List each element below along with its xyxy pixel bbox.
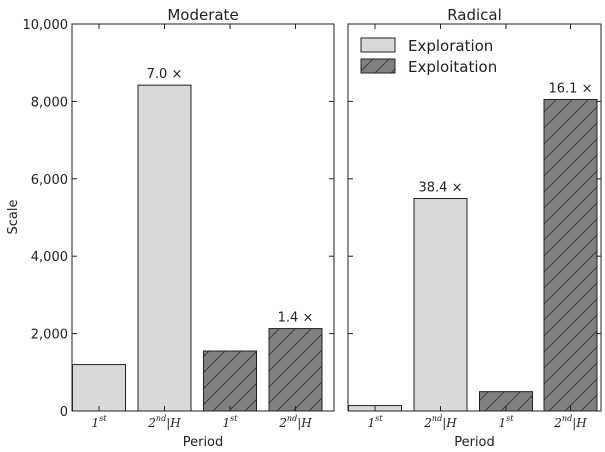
category-sup: st [99, 414, 107, 423]
category-sup: st [506, 414, 514, 423]
data-label-1-3: 16.1 × [549, 81, 593, 96]
category-base: 1 [92, 416, 100, 430]
category-base: 2 [147, 416, 156, 430]
category-base: 2 [423, 416, 432, 430]
category-label-0-2: 1st [223, 414, 239, 430]
bar-1-3 [543, 98, 598, 412]
category-label-0-3: 2nd|H [278, 414, 312, 430]
x-axis-label-0: Period [183, 435, 224, 450]
category-label-1-1: 2nd|H [423, 414, 457, 430]
legend-swatch-exploitation [360, 58, 396, 74]
category-suffix: |H [166, 416, 181, 430]
bar-0-3 [268, 328, 323, 412]
plot-frame-0 [71, 23, 335, 412]
bar-0-1 [137, 84, 192, 412]
x-axis-label-1: Period [454, 435, 495, 450]
ytick-label-4: 8,000 [31, 95, 68, 110]
category-label-1-3: 2nd|H [553, 414, 587, 430]
panel-title-0: Moderate [167, 6, 238, 24]
data-label-1-1: 38.4 × [419, 181, 463, 196]
ytick-label-1: 2,000 [31, 328, 68, 343]
category-base: 2 [553, 416, 562, 430]
data-label-0-3: 1.4 × [278, 311, 314, 326]
category-suffix: |H [297, 416, 312, 430]
category-base: 1 [223, 416, 231, 430]
category-sup: nd [432, 414, 442, 423]
category-sup: st [375, 414, 383, 423]
ytick-label-3: 6,000 [31, 173, 68, 188]
data-label-0-1: 7.0 × [147, 67, 183, 82]
legend-swatch-exploration [360, 37, 396, 53]
category-sup: st [230, 414, 238, 423]
category-sup: nd [156, 414, 166, 423]
bar-0-2 [203, 350, 257, 412]
bar-1-1 [413, 198, 468, 412]
legend-label-exploitation: Exploitation [408, 58, 497, 76]
bar-0-0 [72, 364, 126, 412]
category-label-0-1: 2nd|H [147, 414, 181, 430]
ytick-label-2: 4,000 [31, 250, 68, 265]
ytick-label-5: 10,000 [23, 18, 69, 33]
category-label-1-2: 1st [499, 414, 515, 430]
category-base: 1 [368, 416, 376, 430]
category-suffix: |H [442, 416, 457, 430]
ytick-label-0: 0 [60, 405, 68, 420]
category-label-0-0: 1st [92, 414, 108, 430]
panel-title-1: Radical [447, 6, 502, 24]
category-base: 2 [278, 416, 287, 430]
category-label-1-0: 1st [368, 414, 384, 430]
category-suffix: |H [572, 416, 587, 430]
category-sup: nd [562, 414, 572, 423]
category-base: 1 [499, 416, 507, 430]
category-sup: nd [287, 414, 297, 423]
y-axis-label: Scale [6, 200, 21, 235]
legend-label-exploration: Exploration [408, 37, 493, 55]
plot-frame-1 [347, 23, 602, 412]
